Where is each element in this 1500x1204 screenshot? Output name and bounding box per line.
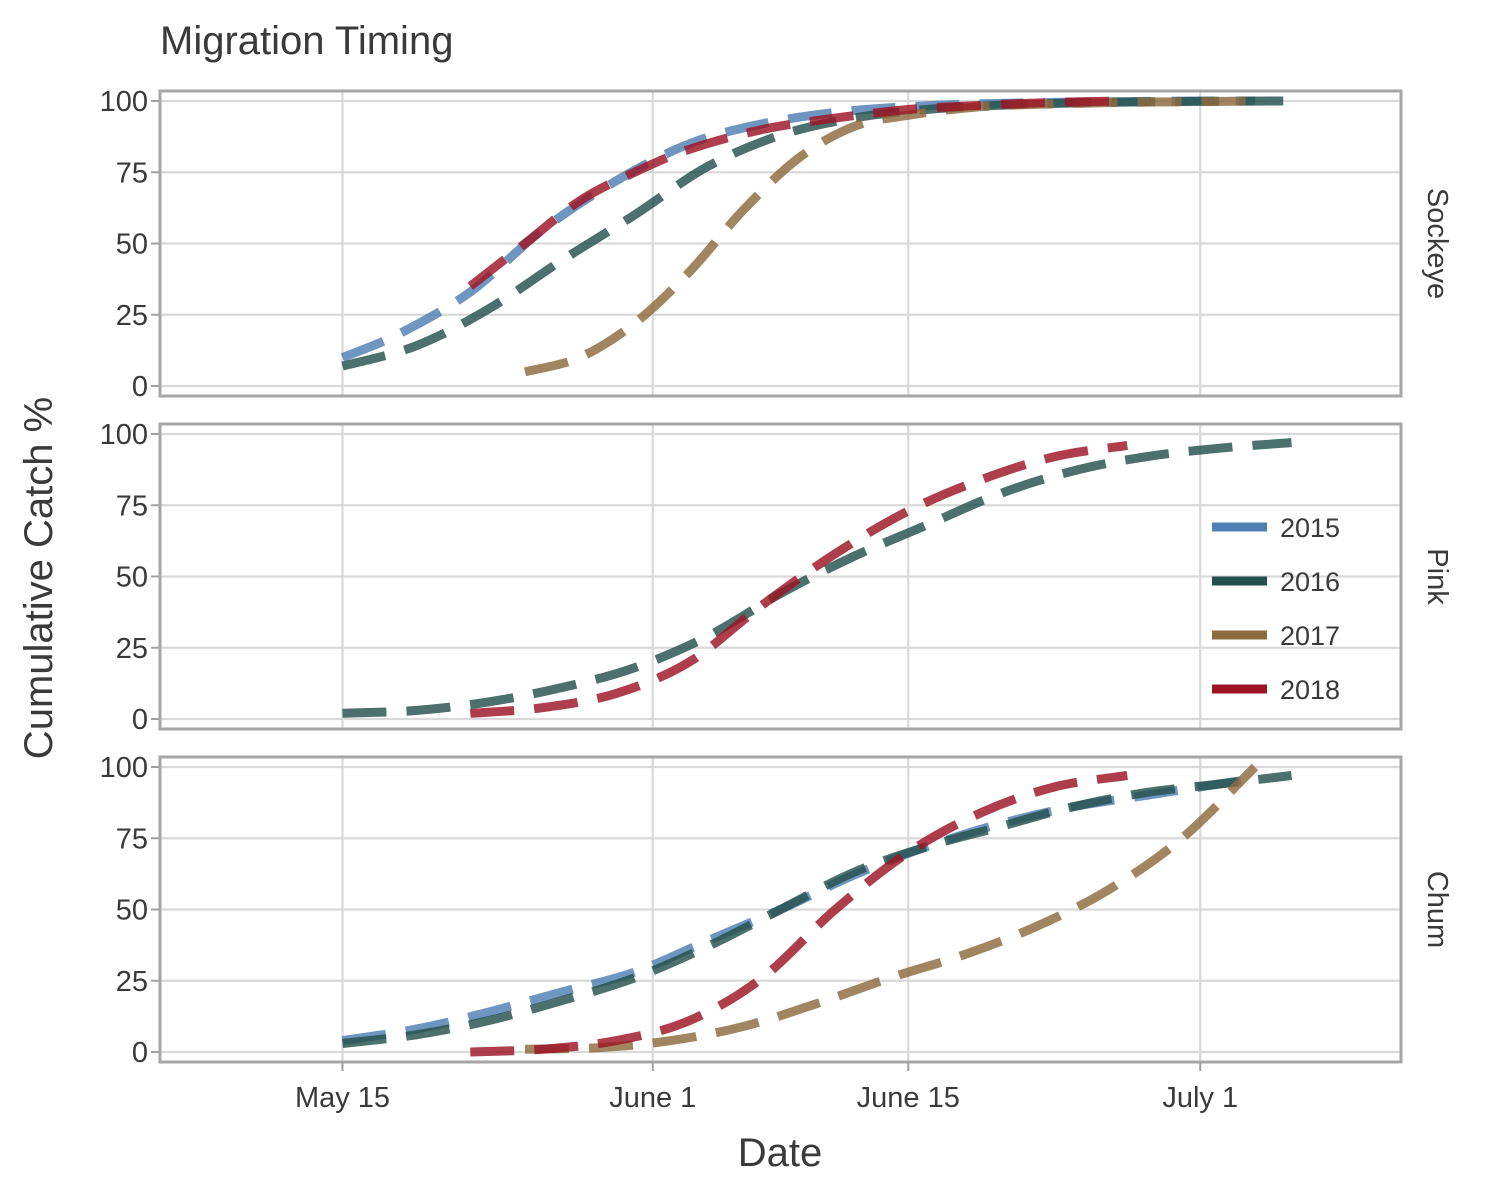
series-line-chum-2016 bbox=[341, 771, 1293, 1048]
y-axis-title: Cumulative Catch % bbox=[17, 397, 61, 759]
panel-border bbox=[158, 422, 1403, 731]
y-tick-label: 100 bbox=[100, 86, 148, 118]
panel-chum: 0 25 50 75 100 Chum bbox=[100, 752, 1453, 1069]
series-line-sockeye-2018 bbox=[467, 96, 1128, 290]
legend-label-2017: 2017 bbox=[1280, 621, 1340, 651]
facet-label-sockeye: Sockeye bbox=[1421, 188, 1453, 299]
series-line-chum-2018 bbox=[470, 771, 1128, 1057]
y-tick-label: 75 bbox=[116, 490, 148, 522]
panel-border bbox=[158, 755, 1403, 1064]
legend-label-2016: 2016 bbox=[1280, 567, 1340, 597]
series-line-pink-2016 bbox=[342, 438, 1292, 718]
x-tick-label: June 1 bbox=[609, 1082, 696, 1114]
x-tick-label: July 1 bbox=[1162, 1082, 1238, 1114]
chart-title: Migration Timing bbox=[160, 19, 453, 63]
panels-layer: 0 25 50 75 100 Sockeye 0 25 50 75 100 Pink 0 25 50 75 10… bbox=[100, 86, 1453, 1069]
series-line-sockeye-2017 bbox=[523, 96, 1256, 377]
series-line-sockeye-2016 bbox=[341, 96, 1292, 371]
series-line-pink-2018 bbox=[469, 440, 1128, 718]
y-tick-label: 0 bbox=[132, 1037, 148, 1069]
x-tick-label: June 15 bbox=[857, 1082, 960, 1114]
x-axis-title: Date bbox=[738, 1131, 823, 1175]
legend-label-2015: 2015 bbox=[1280, 513, 1340, 543]
legend-label-2018: 2018 bbox=[1280, 675, 1340, 705]
y-tick-label: 25 bbox=[116, 966, 148, 998]
facet-label-pink: Pink bbox=[1421, 548, 1453, 605]
legend: 2015 2016 2017 2018 bbox=[1212, 513, 1340, 705]
x-axis: May 15 June 1 June 15 July 1 bbox=[295, 1062, 1238, 1114]
y-tick-label: 100 bbox=[100, 752, 148, 784]
y-tick-label: 75 bbox=[116, 157, 148, 189]
y-tick-label: 0 bbox=[132, 371, 148, 403]
y-tick-label: 50 bbox=[116, 562, 148, 594]
y-tick-label: 25 bbox=[116, 633, 148, 665]
y-tick-label: 75 bbox=[116, 823, 148, 855]
y-tick-label: 50 bbox=[116, 229, 148, 261]
series-line-chum-2015 bbox=[341, 773, 1256, 1046]
x-tick-label: May 15 bbox=[295, 1082, 390, 1114]
facet-label-chum: Chum bbox=[1421, 871, 1453, 948]
panel-pink: 0 25 50 75 100 Pink bbox=[100, 419, 1453, 736]
y-tick-label: 100 bbox=[100, 419, 148, 451]
series-line-chum-2017 bbox=[524, 763, 1259, 1054]
y-tick-label: 0 bbox=[132, 704, 148, 736]
panel-border bbox=[158, 89, 1403, 398]
y-tick-label: 50 bbox=[116, 895, 148, 927]
panel-sockeye: 0 25 50 75 100 Sockeye bbox=[100, 86, 1453, 403]
y-tick-label: 25 bbox=[116, 300, 148, 332]
